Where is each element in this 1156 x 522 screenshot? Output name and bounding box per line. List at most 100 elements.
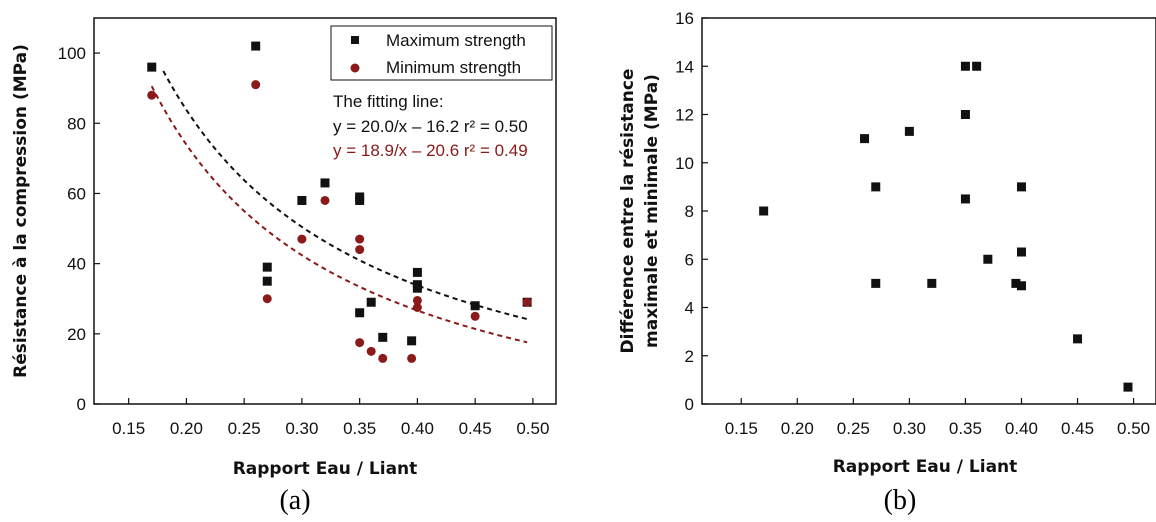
panel-b-y-axis-label-line1: Différence entre la résistance [618,69,638,354]
difference-point [972,61,982,71]
panel-a-legend: Maximum strength Minimum strength [330,25,553,81]
panel-b-y-axis-label-line2: maximale et minimale (MPa) [642,74,662,348]
max-strength-point [147,62,157,72]
panel-b-x-tick-label: 0.25 [837,419,870,438]
panel-a-x-tick-label: 0.50 [516,419,549,438]
difference-point [1073,334,1083,344]
panel-a-x-tick-label: 0.30 [285,419,318,438]
max-strength-point [320,178,330,188]
difference-point [960,61,970,71]
min-strength-point [412,295,422,305]
difference-point [1016,182,1026,192]
panel-b-y-tick-label: 8 [685,202,694,221]
panel-a-y-tick-label: 100 [58,44,86,63]
panel-b-points [759,61,1133,392]
panel-a-x-tick-label: 0.40 [401,419,434,438]
panel-b-x-tick-label: 0.15 [725,419,758,438]
panel-b-x-tick-label: 0.20 [781,419,814,438]
fit-equation-min: y = 18.9/x – 20.6 r² = 0.49 [333,141,528,160]
panel-a-y-ticks: 0 20 40 60 80 100 [58,44,100,414]
min-strength-point [412,303,422,312]
panel-b-y-ticks: 0 2 4 6 8 10 12 14 16 [675,9,708,414]
panel-a-y-tick-label: 20 [67,325,86,344]
panel-a-fit-lines [150,70,528,344]
panel-a-x-tick-label: 0.15 [112,419,145,438]
fit-equation-max: y = 20.0/x – 16.2 r² = 0.50 [333,117,528,136]
fit-line-min [150,85,528,344]
difference-point [871,182,881,192]
fit-annotation: The fitting line: y = 20.0/x – 16.2 r² =… [333,92,528,160]
min-strength-point [366,346,376,356]
max-strength-point [355,195,365,205]
difference-point [1016,247,1026,257]
max-strength-point [366,297,376,307]
min-strength-point [355,338,365,348]
panel-a-x-tick-label: 0.35 [343,419,376,438]
panel-b-y-tick-label: 10 [675,154,694,173]
difference-point [960,194,970,204]
panel-a-x-axis-label: Rapport Eau / Liant [233,459,418,479]
difference-point [904,126,914,136]
panel-a-y-tick-label: 0 [77,395,86,414]
panel-a-x-tick-label: 0.20 [170,419,203,438]
panel-b-y-tick-label: 4 [685,299,694,318]
min-strength-point [262,294,272,304]
panel-b-caption: (b) [884,485,917,516]
legend-box [330,25,553,81]
max-strength-point [470,301,480,311]
max-strength-point [297,195,307,205]
legend-max-label: Maximum strength [386,31,526,50]
panel-a: 0 20 40 60 80 100 0.15 0.20 0.25 0.30 0.35 0.40 0.4… [11,17,557,516]
panel-b-y-tick-label: 16 [675,9,694,28]
panel-a-plot-frame [93,17,557,405]
max-strength-point [412,267,422,277]
panel-a-x-tick-label: 0.45 [459,419,492,438]
min-strength-point [470,311,480,321]
panel-a-y-tick-label: 40 [67,255,86,274]
panel-a-y-tick-label: 60 [67,184,86,203]
min-strength-point [378,353,388,363]
panel-b-x-ticks: 0.15 0.20 0.25 0.30 0.35 0.40 0.45 0.50 [725,398,1150,438]
difference-point [1011,278,1021,288]
max-strength-point [262,262,272,272]
difference-point [960,110,970,119]
panel-a-x-ticks: 0.15 0.20 0.25 0.30 0.35 0.40 0.45 0.50 [112,398,549,438]
max-strength-point [378,332,388,342]
fit-heading: The fitting line: [333,92,444,111]
difference-point [983,254,993,264]
min-strength-point [407,353,417,363]
max-strength-point [407,336,417,346]
min-strength-point [355,245,365,255]
min-strength-point [297,234,307,244]
fit-line-max [162,70,528,321]
panel-b-x-tick-label: 0.45 [1061,419,1094,438]
legend-min-label: Minimum strength [386,58,521,77]
max-strength-point [262,276,272,286]
panel-b-x-tick-label: 0.30 [893,419,926,438]
panel-a-x-tick-label: 0.25 [228,419,261,438]
min-strength-point [355,234,365,244]
max-strength-point [355,308,365,318]
min-strength-point [251,80,261,90]
panel-a-caption: (a) [279,485,310,516]
max-strength-point [412,283,422,293]
panel-b-x-tick-label: 0.50 [1117,419,1150,438]
difference-point [871,278,881,288]
legend-max-marker [351,36,359,44]
difference-point [759,206,769,216]
min-strength-point [522,297,532,307]
panel-b-y-tick-label: 14 [675,57,694,76]
max-strength-point [251,41,261,51]
panel-b-y-tick-label: 6 [685,250,694,269]
panel-a-y-axis-label: Résistance à la compression (MPa) [11,44,31,378]
panel-b-y-tick-label: 2 [685,347,694,366]
difference-point [1123,382,1133,392]
legend-min-marker [350,63,360,73]
panel-a-y-tick-label: 80 [67,114,86,133]
min-strength-point [147,90,157,100]
difference-point [927,278,937,288]
panel-a-points [147,41,532,363]
panel-b-plot-frame [701,17,1156,405]
